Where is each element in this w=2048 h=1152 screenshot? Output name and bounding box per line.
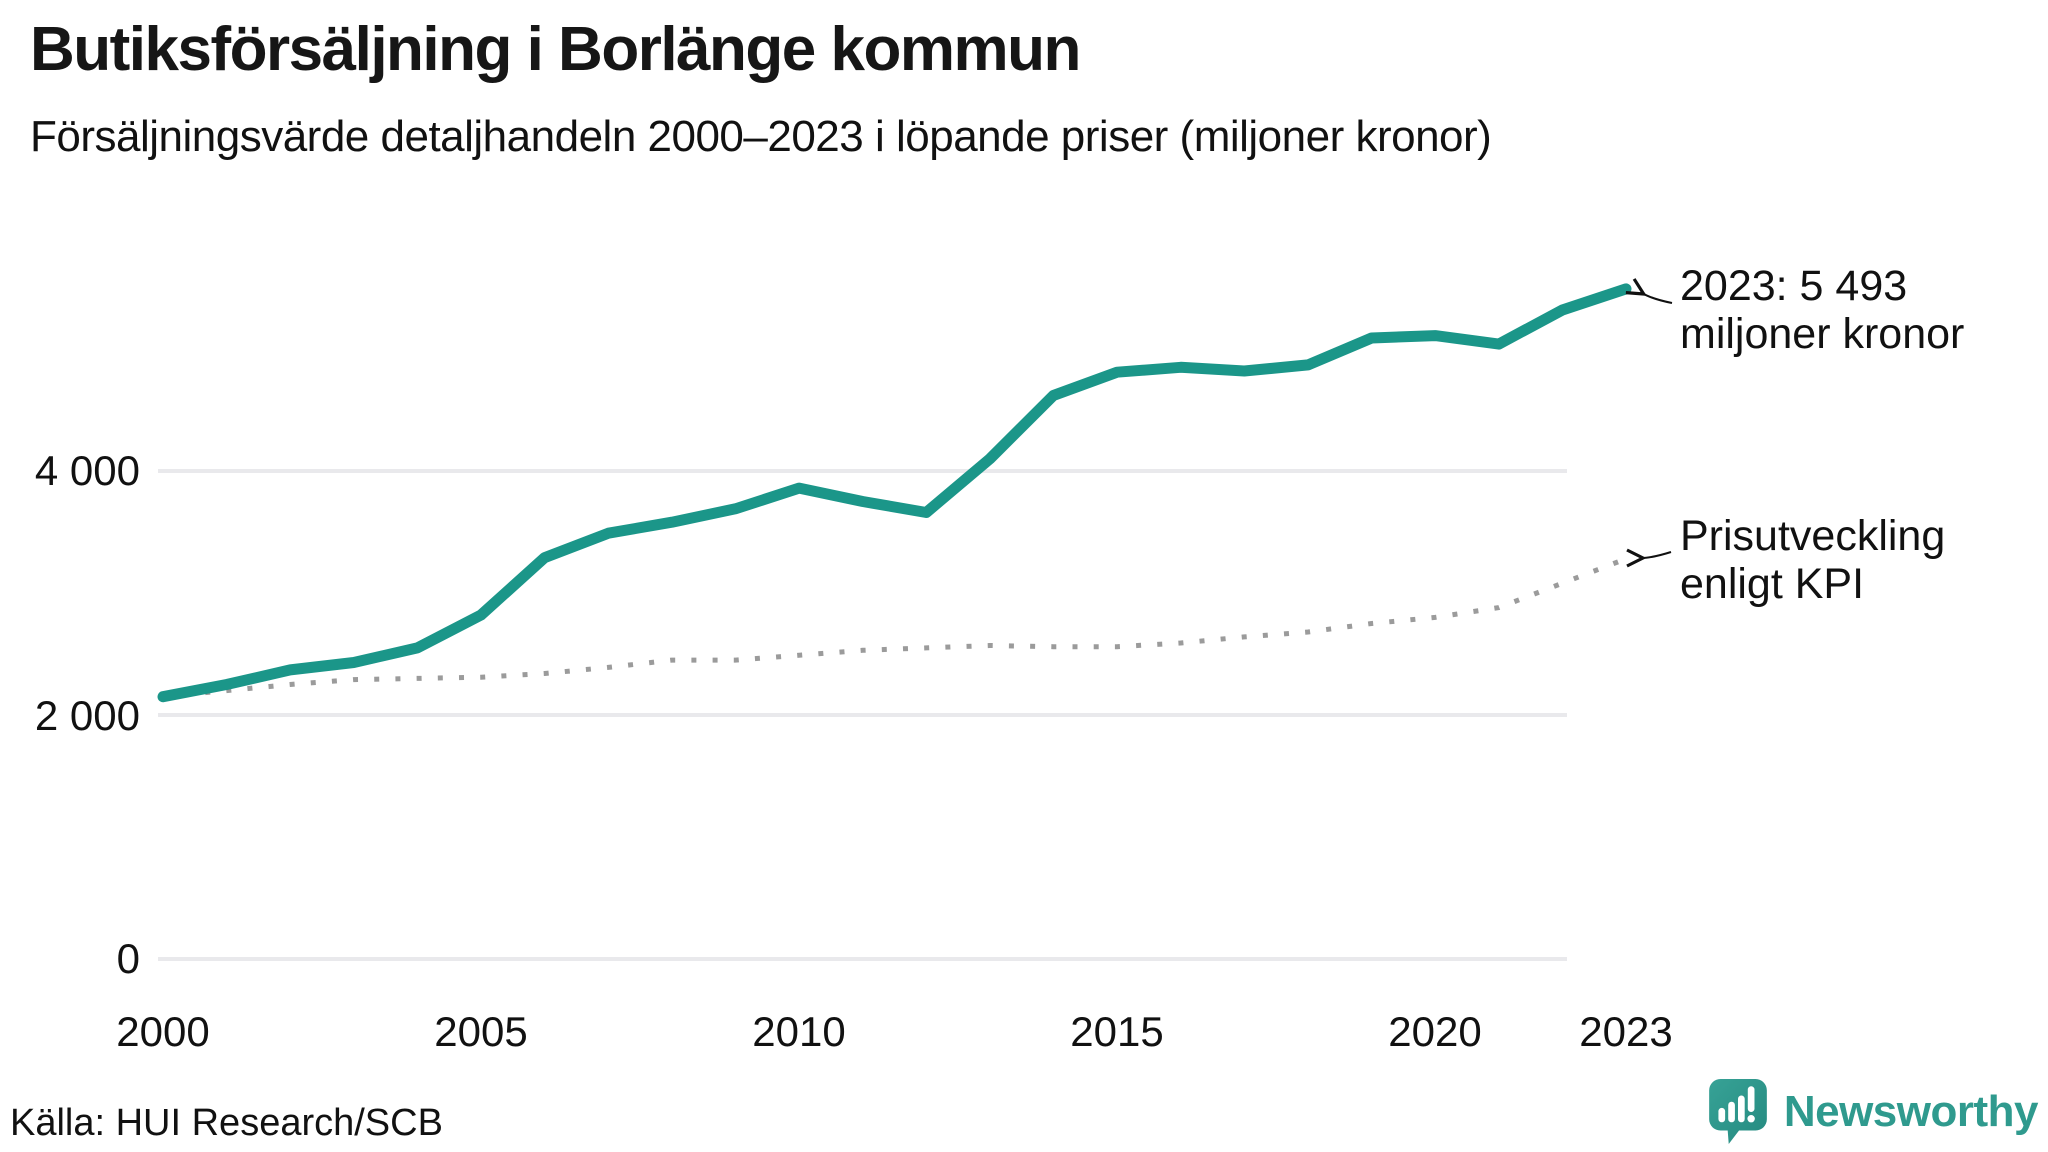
y-axis-tick-0: 0: [116, 935, 140, 982]
chart-subtitle: Försäljningsvärde detaljhandeln 2000–202…: [30, 112, 1492, 161]
x-axis-tick-2015: 2015: [1070, 1008, 1164, 1055]
annotation-kpi-line1: Prisutveckling: [1680, 512, 1946, 560]
y-axis-tick-2000: 2 000: [34, 692, 140, 739]
gridlines: [158, 469, 1567, 961]
newsworthy-bar-chart-speech-bubble-icon: [1708, 1079, 1767, 1144]
x-axis-tick-2010: 2010: [752, 1008, 846, 1055]
source-credit: Källa: HUI Research/SCB: [10, 1102, 443, 1144]
newsworthy-logo-text: Newsworthy: [1783, 1087, 2039, 1136]
annotation-arrow-kpi: [1641, 552, 1672, 558]
kpi-price-index-line: [162, 556, 1627, 700]
annotation-latest-value-line2: miljoner kronor: [1680, 310, 1965, 358]
annotation-kpi-line2: enligt KPI: [1680, 560, 1865, 608]
annotation-latest-value: 2023: 5 493 miljoner kronor: [1680, 262, 1964, 358]
data-series: [157, 283, 1632, 703]
x-axis-tick-2005: 2005: [434, 1008, 528, 1055]
annotation-arrow-latest-value: [1642, 293, 1673, 304]
annotation-kpi-label: Prisutveckling enligt KPI: [1680, 512, 1945, 608]
x-axis-tick-2020: 2020: [1388, 1008, 1482, 1055]
retail-sales-line: [157, 283, 1632, 703]
x-axis-tick-2023: 2023: [1579, 1008, 1673, 1055]
chart-title: Butiksförsäljning i Borlänge kommun: [30, 15, 1081, 84]
newsworthy-logo: Newsworthy: [1706, 1078, 2039, 1146]
x-axis-tick-2000: 2000: [116, 1008, 210, 1055]
y-axis-tick-4000: 4 000: [34, 447, 140, 494]
annotation-latest-value-line1: 2023: 5 493: [1680, 262, 1908, 310]
